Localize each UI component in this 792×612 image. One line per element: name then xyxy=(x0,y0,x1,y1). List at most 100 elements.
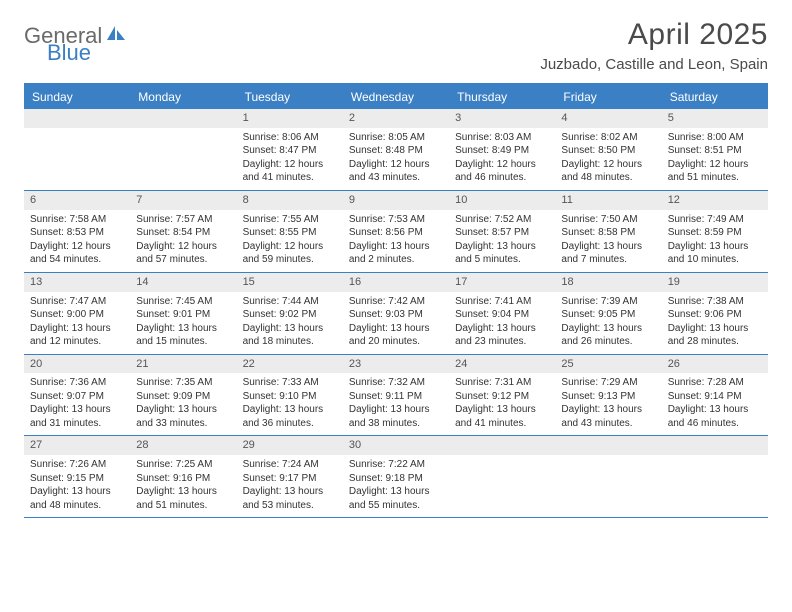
day-body: Sunrise: 7:44 AMSunset: 9:02 PMDaylight:… xyxy=(237,292,343,354)
sunset-line: Sunset: 8:57 PM xyxy=(455,226,549,240)
day-number: 29 xyxy=(237,436,343,455)
day-number: 25 xyxy=(555,355,661,374)
week-row: 27Sunrise: 7:26 AMSunset: 9:15 PMDayligh… xyxy=(24,436,768,518)
day-cell: 16Sunrise: 7:42 AMSunset: 9:03 PMDayligh… xyxy=(343,273,449,354)
day-body: Sunrise: 8:00 AMSunset: 8:51 PMDaylight:… xyxy=(662,128,768,190)
daylight-line: Daylight: 13 hours and 20 minutes. xyxy=(349,322,443,349)
sunset-line: Sunset: 9:10 PM xyxy=(243,390,337,404)
sunrise-line: Sunrise: 8:03 AM xyxy=(455,131,549,145)
sunset-line: Sunset: 9:12 PM xyxy=(455,390,549,404)
daylight-line: Daylight: 12 hours and 43 minutes. xyxy=(349,158,443,185)
day-cell: 21Sunrise: 7:35 AMSunset: 9:09 PMDayligh… xyxy=(130,355,236,436)
sunrise-line: Sunrise: 7:44 AM xyxy=(243,295,337,309)
day-body xyxy=(449,455,555,511)
day-cell: 15Sunrise: 7:44 AMSunset: 9:02 PMDayligh… xyxy=(237,273,343,354)
daylight-line: Daylight: 13 hours and 2 minutes. xyxy=(349,240,443,267)
day-cell: 10Sunrise: 7:52 AMSunset: 8:57 PMDayligh… xyxy=(449,191,555,272)
day-empty xyxy=(555,436,661,517)
day-body: Sunrise: 7:58 AMSunset: 8:53 PMDaylight:… xyxy=(24,210,130,272)
sunset-line: Sunset: 9:01 PM xyxy=(136,308,230,322)
day-body: Sunrise: 7:35 AMSunset: 9:09 PMDaylight:… xyxy=(130,373,236,435)
sunset-line: Sunset: 8:56 PM xyxy=(349,226,443,240)
daylight-line: Daylight: 13 hours and 46 minutes. xyxy=(668,403,762,430)
weekday-saturday: Saturday xyxy=(662,85,768,109)
daylight-line: Daylight: 13 hours and 23 minutes. xyxy=(455,322,549,349)
day-cell: 22Sunrise: 7:33 AMSunset: 9:10 PMDayligh… xyxy=(237,355,343,436)
logo-text-blue: Blue xyxy=(47,40,91,65)
day-cell: 7Sunrise: 7:57 AMSunset: 8:54 PMDaylight… xyxy=(130,191,236,272)
calendar: SundayMondayTuesdayWednesdayThursdayFrid… xyxy=(24,83,768,518)
day-number: 14 xyxy=(130,273,236,292)
sunset-line: Sunset: 8:51 PM xyxy=(668,144,762,158)
day-number: 11 xyxy=(555,191,661,210)
day-number: 5 xyxy=(662,109,768,128)
sunset-line: Sunset: 9:16 PM xyxy=(136,472,230,486)
weeks-container: 1Sunrise: 8:06 AMSunset: 8:47 PMDaylight… xyxy=(24,109,768,518)
day-cell: 24Sunrise: 7:31 AMSunset: 9:12 PMDayligh… xyxy=(449,355,555,436)
day-number: 23 xyxy=(343,355,449,374)
day-body: Sunrise: 7:31 AMSunset: 9:12 PMDaylight:… xyxy=(449,373,555,435)
logo-blue-wrap: Blue xyxy=(47,42,91,65)
day-number: 22 xyxy=(237,355,343,374)
daylight-line: Daylight: 12 hours and 46 minutes. xyxy=(455,158,549,185)
weekday-monday: Monday xyxy=(130,85,236,109)
daylight-line: Daylight: 13 hours and 15 minutes. xyxy=(136,322,230,349)
day-body: Sunrise: 7:38 AMSunset: 9:06 PMDaylight:… xyxy=(662,292,768,354)
day-number: 20 xyxy=(24,355,130,374)
daylight-line: Daylight: 13 hours and 5 minutes. xyxy=(455,240,549,267)
sunrise-line: Sunrise: 7:35 AM xyxy=(136,376,230,390)
day-empty xyxy=(130,109,236,190)
sunset-line: Sunset: 8:47 PM xyxy=(243,144,337,158)
week-row: 1Sunrise: 8:06 AMSunset: 8:47 PMDaylight… xyxy=(24,109,768,191)
daylight-line: Daylight: 12 hours and 59 minutes. xyxy=(243,240,337,267)
sunset-line: Sunset: 9:05 PM xyxy=(561,308,655,322)
sunset-line: Sunset: 9:09 PM xyxy=(136,390,230,404)
daylight-line: Daylight: 13 hours and 55 minutes. xyxy=(349,485,443,512)
day-cell: 20Sunrise: 7:36 AMSunset: 9:07 PMDayligh… xyxy=(24,355,130,436)
logo-sail-icon xyxy=(106,24,126,47)
daylight-line: Daylight: 12 hours and 48 minutes. xyxy=(561,158,655,185)
sunset-line: Sunset: 9:13 PM xyxy=(561,390,655,404)
day-body: Sunrise: 7:47 AMSunset: 9:00 PMDaylight:… xyxy=(24,292,130,354)
day-body xyxy=(555,455,661,511)
daylight-line: Daylight: 12 hours and 57 minutes. xyxy=(136,240,230,267)
day-body xyxy=(24,128,130,184)
sunrise-line: Sunrise: 7:36 AM xyxy=(30,376,124,390)
daylight-line: Daylight: 13 hours and 51 minutes. xyxy=(136,485,230,512)
day-cell: 25Sunrise: 7:29 AMSunset: 9:13 PMDayligh… xyxy=(555,355,661,436)
day-number: 28 xyxy=(130,436,236,455)
sunset-line: Sunset: 9:15 PM xyxy=(30,472,124,486)
day-body: Sunrise: 7:57 AMSunset: 8:54 PMDaylight:… xyxy=(130,210,236,272)
week-row: 6Sunrise: 7:58 AMSunset: 8:53 PMDaylight… xyxy=(24,191,768,273)
day-number: 4 xyxy=(555,109,661,128)
sunrise-line: Sunrise: 7:22 AM xyxy=(349,458,443,472)
sunrise-line: Sunrise: 7:50 AM xyxy=(561,213,655,227)
sunrise-line: Sunrise: 7:45 AM xyxy=(136,295,230,309)
sunrise-line: Sunrise: 7:38 AM xyxy=(668,295,762,309)
day-number xyxy=(449,436,555,455)
daylight-line: Daylight: 13 hours and 31 minutes. xyxy=(30,403,124,430)
day-number: 8 xyxy=(237,191,343,210)
weekday-tuesday: Tuesday xyxy=(237,85,343,109)
day-number: 3 xyxy=(449,109,555,128)
weekday-sunday: Sunday xyxy=(24,85,130,109)
daylight-line: Daylight: 13 hours and 7 minutes. xyxy=(561,240,655,267)
daylight-line: Daylight: 12 hours and 51 minutes. xyxy=(668,158,762,185)
daylight-line: Daylight: 13 hours and 53 minutes. xyxy=(243,485,337,512)
sunset-line: Sunset: 8:55 PM xyxy=(243,226,337,240)
day-number: 9 xyxy=(343,191,449,210)
location: Juzbado, Castille and Leon, Spain xyxy=(540,56,768,73)
sunrise-line: Sunrise: 7:55 AM xyxy=(243,213,337,227)
sunrise-line: Sunrise: 7:58 AM xyxy=(30,213,124,227)
sunset-line: Sunset: 9:03 PM xyxy=(349,308,443,322)
sunset-line: Sunset: 9:11 PM xyxy=(349,390,443,404)
sunset-line: Sunset: 8:53 PM xyxy=(30,226,124,240)
day-body: Sunrise: 8:05 AMSunset: 8:48 PMDaylight:… xyxy=(343,128,449,190)
day-body: Sunrise: 7:50 AMSunset: 8:58 PMDaylight:… xyxy=(555,210,661,272)
day-cell: 23Sunrise: 7:32 AMSunset: 9:11 PMDayligh… xyxy=(343,355,449,436)
daylight-line: Daylight: 13 hours and 43 minutes. xyxy=(561,403,655,430)
day-cell: 29Sunrise: 7:24 AMSunset: 9:17 PMDayligh… xyxy=(237,436,343,517)
day-body: Sunrise: 7:49 AMSunset: 8:59 PMDaylight:… xyxy=(662,210,768,272)
day-body: Sunrise: 7:28 AMSunset: 9:14 PMDaylight:… xyxy=(662,373,768,435)
sunset-line: Sunset: 9:00 PM xyxy=(30,308,124,322)
